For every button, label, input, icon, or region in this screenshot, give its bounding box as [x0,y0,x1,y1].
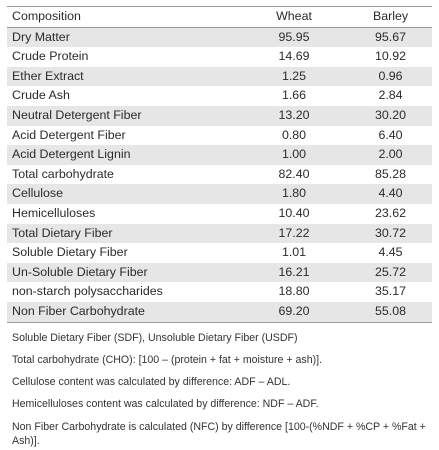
barley-value: 2.84 [378,88,403,103]
wheat-value: 16.21 [235,262,335,283]
row-label: Acid Detergent Lignin [7,145,235,165]
barley-value: 4.40 [335,184,432,204]
row-label: Acid Detergent Fiber [12,127,126,142]
header-barley: Barley [335,6,432,28]
barley-value: 35.17 [374,284,406,299]
row-label: Cellulose [7,184,235,204]
table-row: Dry Matter 95.95 95.67 [7,27,432,48]
table-row: Crude Ash 1.66 2.84 [7,86,432,106]
table-row: Ether Extract 1.25 0.96 [7,66,432,87]
wheat-value: 69.20 [235,301,335,323]
row-label: Hemicelluloses [12,205,96,220]
barley-value: 30.72 [335,223,432,244]
footnote: Hemicelluloses content was calculated by… [12,398,319,411]
barley-value: 30.20 [335,105,432,126]
footnote: Soluble Dietary Fiber (SDF), Unsoluble D… [12,331,298,344]
wheat-value: 1.01 [281,245,307,260]
row-label: Un-Soluble Dietary Fiber [7,262,235,283]
table-row: Un-Soluble Dietary Fiber 16.21 25.72 [7,262,432,283]
table-row: Crude Protein 14.69 10.92 [7,47,432,67]
wheat-value: 1.00 [235,145,335,165]
barley-value: 23.62 [374,205,406,220]
row-label: Crude Ash [12,88,70,103]
barley-value: 25.72 [335,262,432,283]
table-row: Soluble Dietary Fiber 1.01 4.45 [7,243,432,263]
wheat-value: 18.80 [278,284,310,299]
table-row: Acid Detergent Lignin 1.00 2.00 [7,145,432,165]
table-header-row: Composition Wheat Barley [7,6,432,28]
barley-value: 2.00 [335,145,432,165]
table-row: non-starch polysaccharides 18.80 35.17 [7,282,432,302]
table-footnotes: Soluble Dietary Fiber (SDF), Unsoluble D… [7,331,432,448]
table-row: Neutral Detergent Fiber 13.20 30.20 [7,105,432,126]
header-composition: Composition [7,6,235,28]
wheat-value: 10.40 [278,205,310,220]
wheat-value: 95.95 [235,27,335,48]
table-body: Dry Matter 95.95 95.67 Crude Protein 14.… [7,27,432,323]
barley-value: 55.08 [335,301,432,323]
wheat-value: 14.69 [278,49,310,64]
table-row: Total Dietary Fiber 17.22 30.72 [7,223,432,244]
row-label: non-starch polysaccharides [12,284,163,299]
footnote: Total carbohydrate (CHO): [100 – (protei… [12,353,323,366]
table-row: Cellulose 1.80 4.40 [7,184,432,204]
row-label: Non Fiber Carbohydrate [7,301,235,323]
wheat-value: 17.22 [235,223,335,244]
row-label: Crude Protein [12,49,89,64]
row-label: Total carbohydrate [12,166,114,181]
wheat-value: 13.20 [235,105,335,126]
wheat-value: 1.25 [235,66,335,87]
barley-value: 95.67 [335,27,432,48]
barley-value: 0.96 [335,66,432,87]
row-label: Total Dietary Fiber [7,223,235,244]
row-label: Ether Extract [7,66,235,87]
barley-value: 85.28 [374,166,406,181]
footnote: Cellulose content was calculated by diff… [12,376,291,389]
table-row: Total carbohydrate 82.40 85.28 [7,165,432,185]
composition-table: Composition Wheat Barley Dry Matter 95.9… [7,6,432,323]
footnote: Non Fiber Carbohydrate is calculated (NF… [12,420,426,447]
wheat-value: 0.80 [281,127,307,142]
table-row: Acid Detergent Fiber 0.80 6.40 [7,126,432,146]
header-wheat: Wheat [235,6,335,28]
wheat-value: 1.66 [281,88,307,103]
row-label: Soluble Dietary Fiber [12,245,128,260]
barley-value: 4.45 [378,245,403,260]
barley-value: 6.40 [378,127,403,142]
wheat-value: 1.80 [235,184,335,204]
barley-value: 10.92 [374,49,406,64]
row-label: Dry Matter [7,27,235,48]
table-row: Non Fiber Carbohydrate 69.20 55.08 [7,301,432,323]
row-label: Neutral Detergent Fiber [7,105,235,126]
table-row: Hemicelluloses 10.40 23.62 [7,204,432,224]
wheat-value: 82.40 [278,166,310,181]
